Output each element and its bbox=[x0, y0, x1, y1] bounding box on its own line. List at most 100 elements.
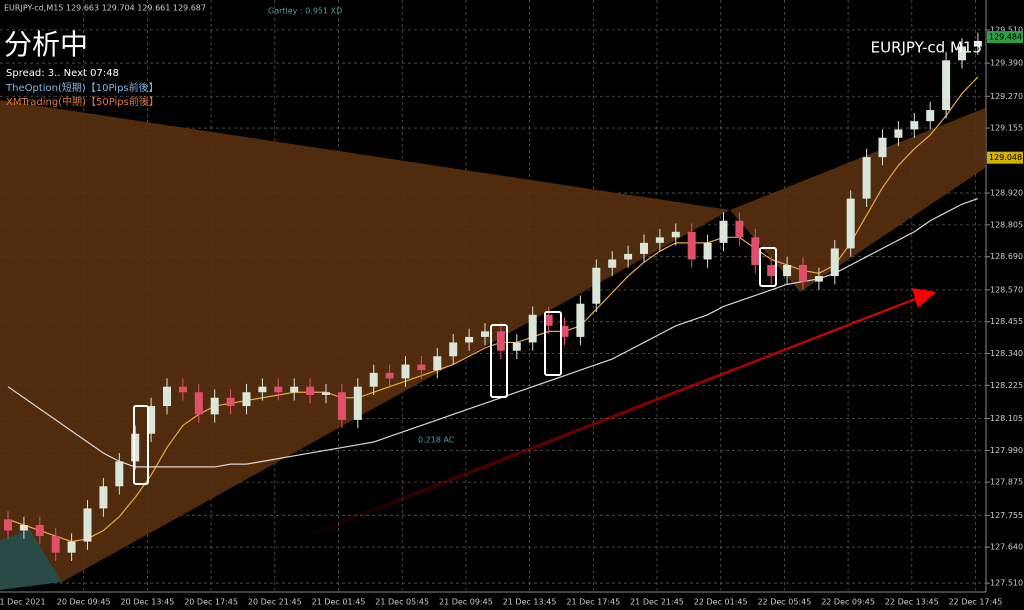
candle-body bbox=[624, 253, 633, 260]
x-tick-label: 21 Dec 09:45 bbox=[439, 598, 493, 607]
candle-body bbox=[163, 386, 171, 407]
y-tick-label: 129.510 bbox=[990, 25, 1023, 34]
plot bbox=[4, 32, 982, 561]
x-tick-label: 22 Dec 13:45 bbox=[885, 598, 939, 607]
candle-body bbox=[226, 397, 235, 407]
highlight-box bbox=[759, 247, 777, 287]
candle-body bbox=[703, 242, 712, 260]
x-tick-label: 22 Dec 05:45 bbox=[757, 598, 811, 607]
price-marker-label: 129.048 bbox=[989, 153, 1022, 162]
candle-body bbox=[385, 372, 394, 379]
pattern-label: Gartley : 0.951 XD bbox=[268, 7, 342, 16]
candle-body bbox=[735, 220, 744, 238]
highlight-box bbox=[133, 405, 149, 485]
moving-average bbox=[7, 76, 979, 543]
y-tick-label: 127.990 bbox=[990, 446, 1023, 455]
candle-body bbox=[115, 461, 124, 487]
candle-body bbox=[401, 364, 410, 379]
symbol-header: EURJPY-cd,M15 bbox=[4, 4, 63, 13]
candle-body bbox=[767, 264, 776, 277]
candle-body bbox=[528, 314, 537, 343]
candle-body bbox=[242, 392, 251, 407]
candle-body bbox=[19, 524, 28, 531]
x-tick-label: 21 Dec 2021 bbox=[0, 598, 46, 607]
candle-body bbox=[322, 392, 330, 395]
candle-body bbox=[258, 386, 267, 393]
candle-body bbox=[910, 121, 919, 130]
y-tick-label: 128.920 bbox=[990, 189, 1023, 198]
pattern-xab bbox=[0, 100, 730, 582]
candle-body bbox=[67, 541, 76, 553]
candle-body bbox=[751, 237, 760, 265]
candle-body bbox=[210, 397, 219, 415]
price-marker bbox=[987, 151, 1023, 164]
y-tick-label: 129.270 bbox=[990, 92, 1023, 101]
candle-body bbox=[942, 60, 951, 111]
candle-body bbox=[862, 157, 871, 199]
candle-body bbox=[608, 259, 617, 268]
price-marker bbox=[987, 31, 1023, 44]
y-tick-label: 129.155 bbox=[990, 124, 1023, 133]
candle-body bbox=[465, 336, 474, 343]
candle-body bbox=[878, 137, 887, 158]
annotation: 0.218 AC bbox=[418, 436, 455, 445]
candle-body bbox=[369, 372, 378, 387]
candle-body bbox=[926, 110, 935, 122]
candle-body bbox=[655, 237, 664, 243]
x-tick-label: 21 Dec 01:45 bbox=[312, 598, 366, 607]
candle-body bbox=[194, 392, 203, 415]
candle-body bbox=[433, 356, 442, 371]
candle-body bbox=[4, 519, 12, 531]
x-tick-label: 22 Dec 17:45 bbox=[949, 598, 1003, 607]
x-tick-label: 22 Dec 09:45 bbox=[821, 598, 875, 607]
candle-body bbox=[337, 392, 346, 420]
y-tick-label: 128.225 bbox=[990, 381, 1023, 390]
candle-body bbox=[560, 325, 569, 337]
y-tick-label: 128.690 bbox=[990, 252, 1023, 261]
candle-body bbox=[783, 264, 792, 277]
candle-body bbox=[274, 386, 283, 393]
x-tick-label: 20 Dec 09:45 bbox=[57, 598, 111, 607]
x-tick-label: 21 Dec 21:45 bbox=[630, 598, 684, 607]
pattern-base bbox=[0, 530, 62, 590]
quote-header: 129.663 129.704 129.661 129.687 bbox=[66, 4, 206, 13]
candle-body bbox=[846, 198, 855, 249]
x-tick-label: 22 Dec 01:45 bbox=[694, 598, 748, 607]
candle-body bbox=[51, 536, 60, 553]
candle-body bbox=[544, 314, 553, 326]
candle-body bbox=[147, 406, 156, 434]
candle-body bbox=[687, 231, 696, 260]
symbol-label: EURJPY-cd M15 bbox=[871, 39, 982, 57]
candle-body bbox=[306, 386, 315, 395]
y-tick-label: 128.340 bbox=[990, 349, 1023, 358]
y-tick-label: 128.455 bbox=[990, 317, 1023, 326]
status: 分析中 bbox=[4, 28, 88, 61]
candle-body bbox=[417, 364, 426, 371]
candle-body bbox=[640, 242, 648, 254]
x-tick-label: 21 Dec 05:45 bbox=[375, 598, 429, 607]
trend-arrow bbox=[290, 288, 936, 544]
highlight-box bbox=[490, 324, 508, 398]
x-tick-label: 20 Dec 17:45 bbox=[184, 598, 238, 607]
candle-body bbox=[353, 386, 362, 420]
y-tick-label: 127.640 bbox=[990, 543, 1023, 552]
candle-body bbox=[99, 486, 108, 509]
y-tick-label: 128.805 bbox=[990, 220, 1023, 229]
candle-body bbox=[973, 40, 982, 47]
note: TheOption(短期)【10Pips前後】 bbox=[5, 81, 159, 94]
note: XMTrading(中期)【50Pips前後】 bbox=[6, 95, 159, 108]
y-tick-label: 128.105 bbox=[990, 414, 1023, 423]
candle-body bbox=[449, 342, 458, 357]
x-tick-label: 20 Dec 21:45 bbox=[248, 598, 302, 607]
price-marker-label: 129.484 bbox=[989, 33, 1022, 42]
y-tick-label: 127.875 bbox=[990, 478, 1023, 487]
candle-body bbox=[576, 303, 585, 337]
pattern-bcd bbox=[730, 108, 985, 292]
candle-body bbox=[481, 331, 489, 337]
x-tick-label: 20 Dec 13:45 bbox=[120, 598, 174, 607]
candle-body bbox=[35, 524, 44, 537]
x-tick-label: 21 Dec 13:45 bbox=[503, 598, 557, 607]
candle-body bbox=[671, 231, 680, 238]
